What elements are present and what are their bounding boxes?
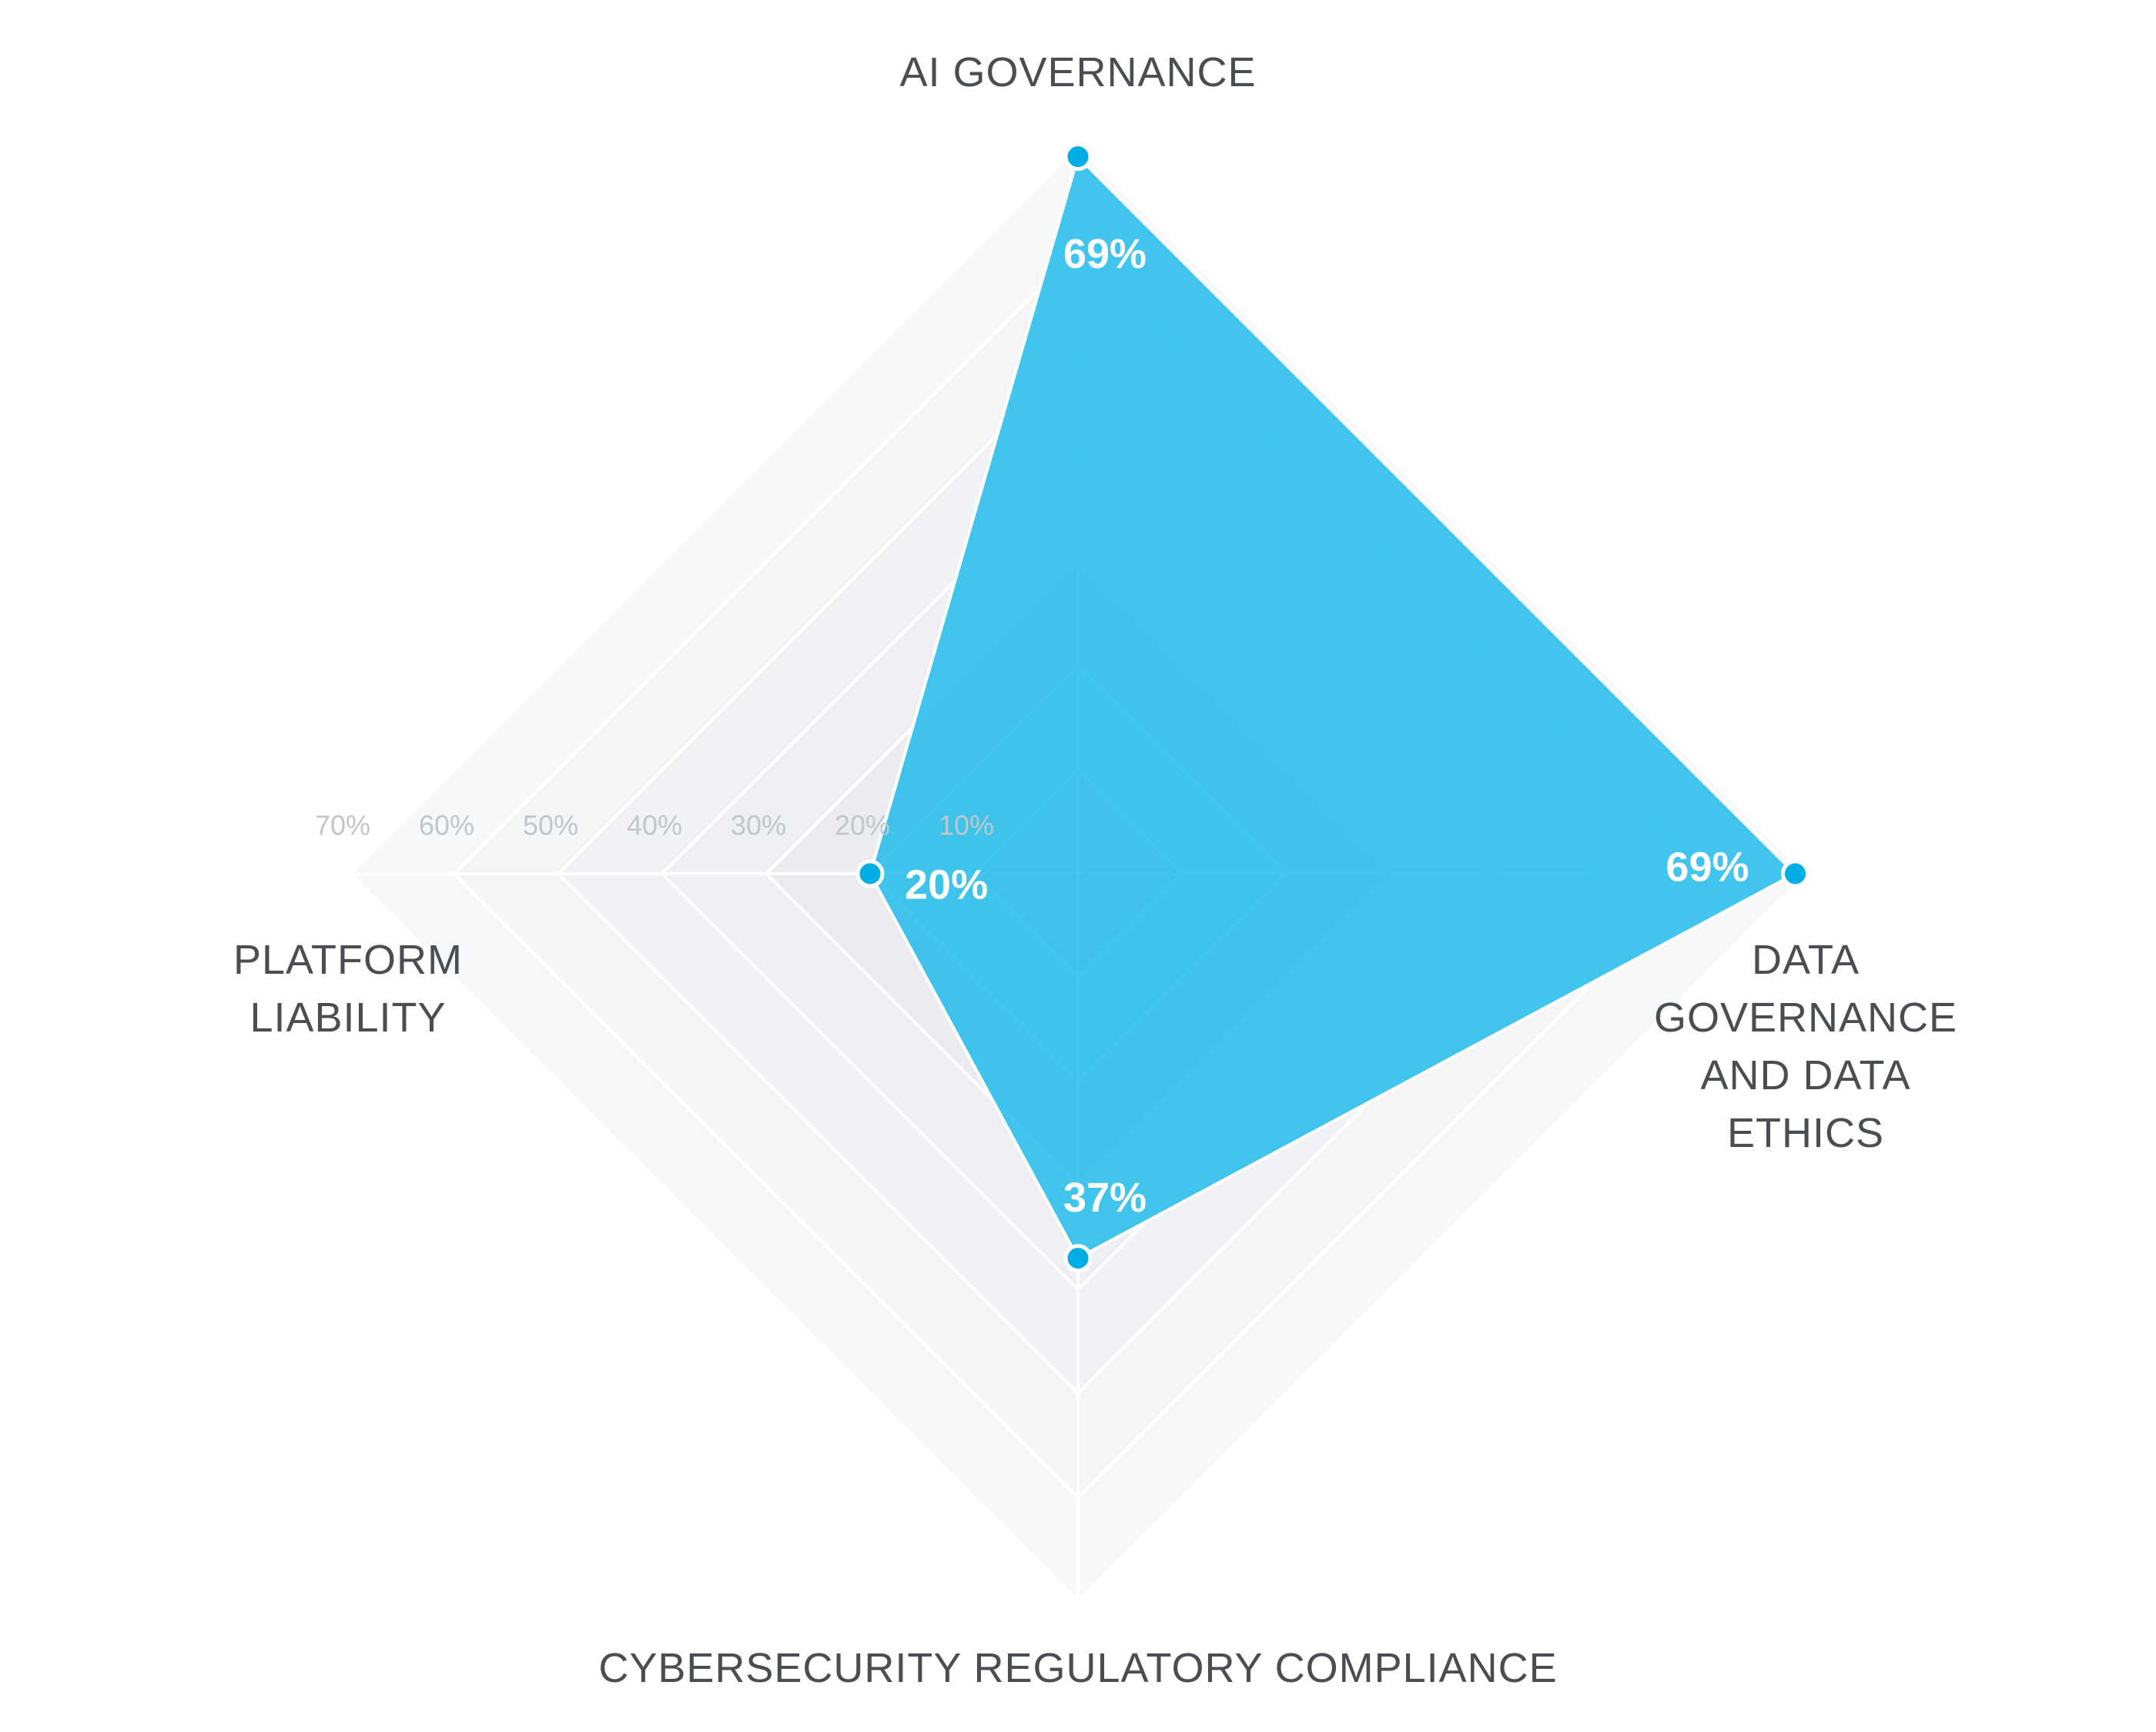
axis-label-2-line-0: CYBERSECURITY REGULATORY COMPLIANCE	[598, 1645, 1557, 1691]
axis-label-0-line-0: AI GOVERNANCE	[899, 49, 1256, 95]
axis-label-1-line-2: AND DATA	[1700, 1052, 1910, 1098]
tick-label-10: 10%	[939, 810, 994, 841]
value-label-2: 37%	[1063, 1175, 1147, 1221]
radar-point-1	[1781, 859, 1810, 888]
axis-label-3: PLATFORM LIABILITY	[233, 937, 463, 1041]
radar-tick-labels: 10% 20% 30% 40% 50% 60% 70%	[315, 810, 994, 841]
tick-label-20: 20%	[835, 810, 890, 841]
axis-label-1-line-3: ETHICS	[1727, 1110, 1884, 1156]
radar-point-2	[1063, 1244, 1093, 1272]
value-label-1: 69%	[1666, 844, 1749, 890]
radar-series: 69% 69% 37% 20%	[855, 142, 1810, 1272]
tick-label-30: 30%	[731, 810, 786, 841]
axis-label-3-line-1: LIABILITY	[249, 995, 446, 1041]
axis-label-1-line-0: DATA	[1752, 937, 1860, 983]
axis-label-1: DATA GOVERNANCE AND DATA ETHICS	[1654, 937, 1957, 1156]
axis-label-0: AI GOVERNANCE	[899, 49, 1256, 95]
axis-label-2: CYBERSECURITY REGULATORY COMPLIANCE	[598, 1645, 1557, 1691]
value-label-0: 69%	[1063, 231, 1147, 277]
radar-axis-labels: AI GOVERNANCE DATA GOVERNANCE AND DATA ETHIC…	[233, 49, 1957, 1691]
tick-label-40: 40%	[627, 810, 682, 841]
axis-label-1-line-1: GOVERNANCE	[1654, 995, 1957, 1041]
radar-point-3	[855, 859, 885, 888]
tick-label-60: 60%	[419, 810, 474, 841]
value-label-3: 20%	[905, 861, 988, 908]
axis-label-3-line-0: PLATFORM	[233, 937, 463, 983]
tick-label-70: 70%	[315, 810, 370, 841]
tick-label-50: 50%	[523, 810, 578, 841]
radar-point-0	[1063, 142, 1093, 171]
